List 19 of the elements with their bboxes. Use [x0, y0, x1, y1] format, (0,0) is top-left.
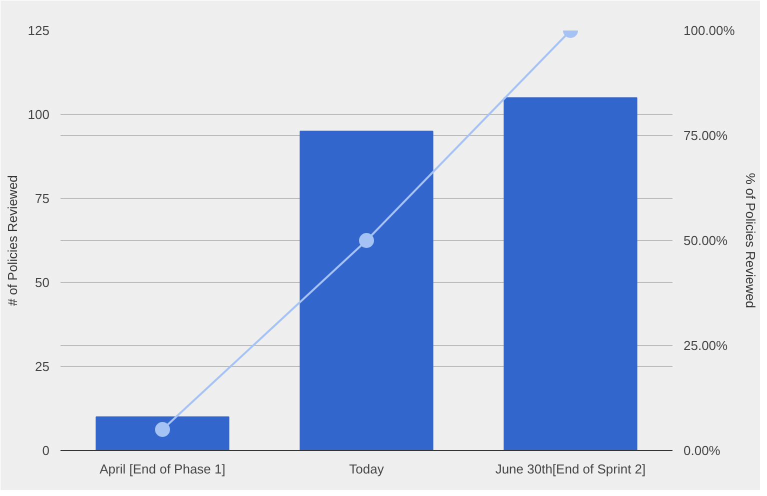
- y2-tick-label: 75.00%: [684, 128, 728, 143]
- y-tick-label: 25: [35, 359, 50, 374]
- bar: [504, 97, 638, 450]
- bar: [300, 130, 434, 450]
- y-axis-title: # of Policies Reviewed: [4, 175, 20, 306]
- y-tick-label: 125: [28, 23, 50, 38]
- y2-tick-label: 25.00%: [684, 338, 728, 353]
- y2-tick-label: 0.00%: [684, 443, 721, 458]
- bar: [96, 416, 230, 450]
- x-tick-label: April [End of Phase 1]: [100, 462, 226, 476]
- y-tick-label: 75: [35, 191, 50, 206]
- y-tick-label: 100: [28, 107, 50, 122]
- x-tick-label: Today: [349, 462, 384, 476]
- y-tick-label: 50: [35, 275, 50, 290]
- y2-axis-title: % of Policies Reviewed: [742, 172, 758, 308]
- y2-tick-label: 100.00%: [684, 23, 736, 38]
- y-tick-label: 0: [42, 443, 50, 458]
- x-tick-label: June 30th[End of Sprint 2]: [495, 462, 646, 476]
- y2-tick-label: 50.00%: [684, 233, 728, 248]
